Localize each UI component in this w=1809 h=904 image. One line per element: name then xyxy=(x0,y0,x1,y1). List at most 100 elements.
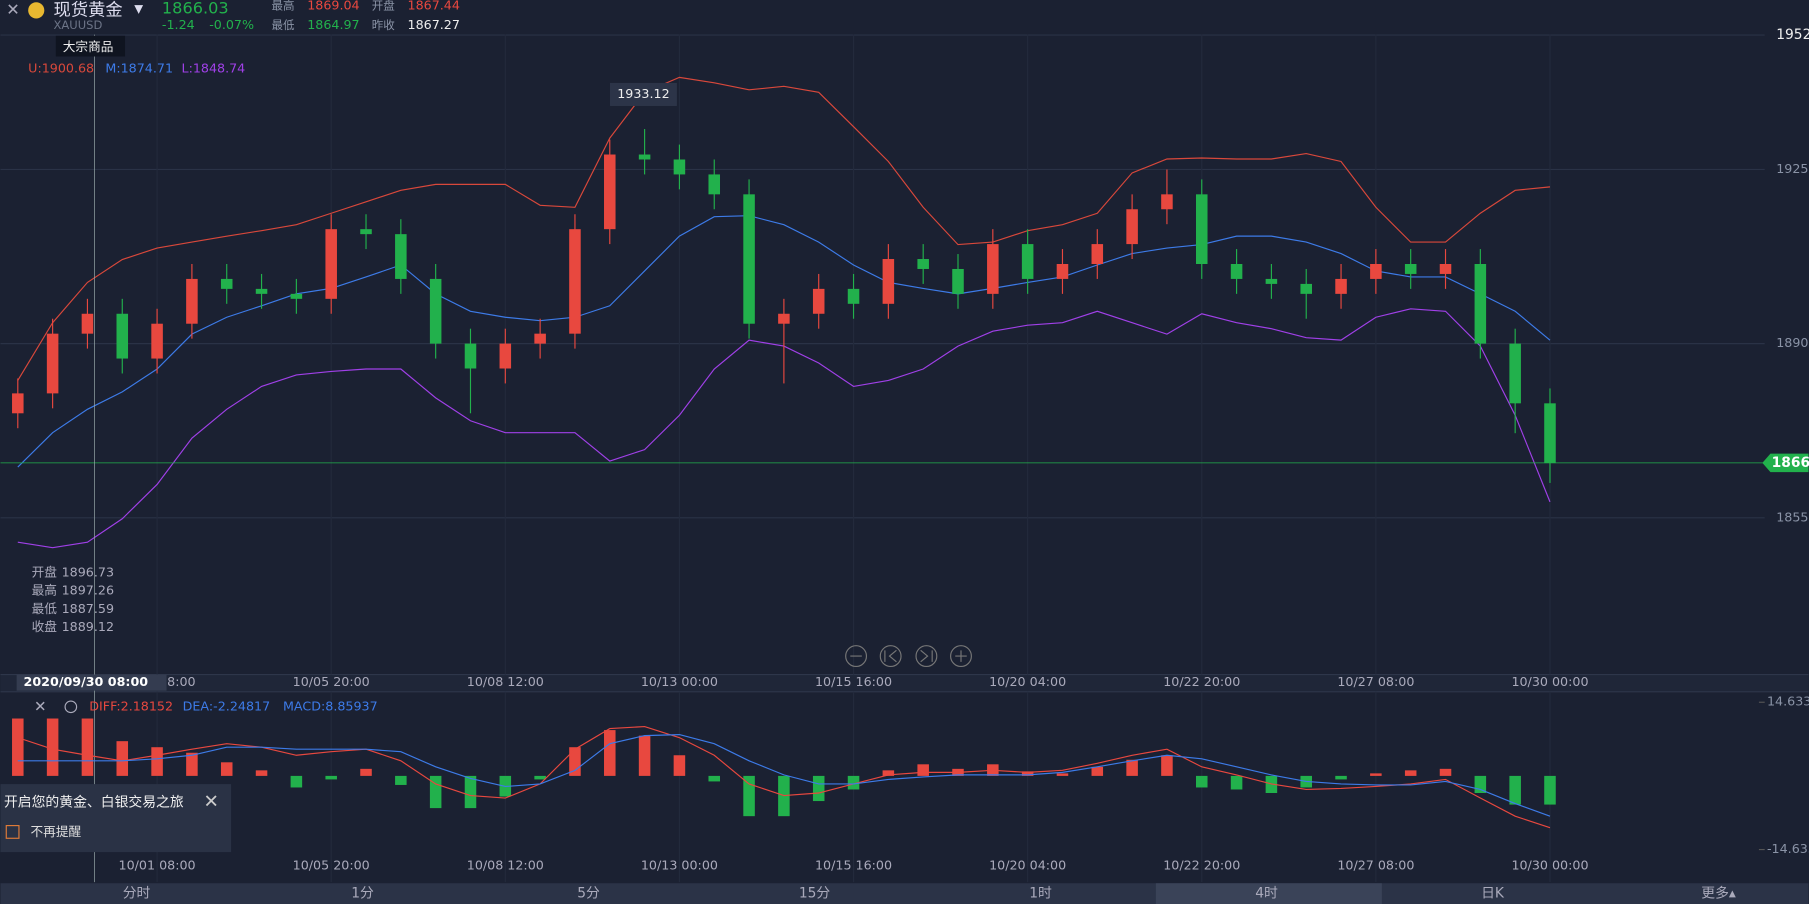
macd-bar xyxy=(917,764,929,776)
candle-body xyxy=(151,323,163,359)
x-tick-label: 10/08 12:00 xyxy=(467,674,544,689)
tab-selected xyxy=(1155,883,1382,904)
legend-entry: U:1900.68 xyxy=(28,61,94,76)
candle-body xyxy=(395,234,407,279)
close-icon[interactable]: ✕ xyxy=(6,0,20,19)
value: 1864.97 xyxy=(307,17,359,32)
macd-bar xyxy=(429,775,442,809)
macd-bar xyxy=(534,775,546,780)
candle-body xyxy=(743,194,755,324)
tab[interactable]: 更多▴ xyxy=(1701,885,1736,902)
macd-bar xyxy=(604,730,616,776)
candle-body xyxy=(882,259,895,304)
axis-band xyxy=(0,674,1809,692)
tab[interactable]: 日K xyxy=(1481,886,1505,902)
tab[interactable]: 4时 xyxy=(1255,886,1278,902)
candle-body xyxy=(1195,194,1208,264)
tooltip-value: 1889.12 xyxy=(62,619,114,634)
button-glyphs xyxy=(850,649,967,663)
tooltip: 开盘 1896.73 最高 1897.26 最低 1887.59 收盘 1889.12 xyxy=(32,565,114,634)
candle-body xyxy=(1335,278,1347,294)
badge-bg xyxy=(55,35,126,57)
macd-bar xyxy=(1474,775,1487,794)
y-tick-label: 1925.00 xyxy=(1776,161,1809,176)
dropdown-arrow[interactable]: ▼ xyxy=(134,2,143,16)
label: 开盘 xyxy=(372,0,395,12)
macd-bar xyxy=(290,775,303,788)
candle-body xyxy=(673,159,686,175)
legend-entry: M:1874.71 xyxy=(105,61,173,76)
candle-body xyxy=(46,333,59,394)
macd-bar xyxy=(638,735,651,776)
tooltip-value: 1897.26 xyxy=(62,583,114,598)
candle-body xyxy=(1509,343,1521,404)
x-tick-label: 10/22 20:00 xyxy=(1163,857,1240,872)
x-tick-label: 10/30 00:00 xyxy=(1511,857,1588,872)
macd-bar xyxy=(1056,773,1069,776)
settings-icon[interactable] xyxy=(64,700,78,714)
candle-body xyxy=(1091,244,1104,264)
x-tick-label: 10/22 20:00 xyxy=(1163,674,1240,689)
candle-body xyxy=(778,313,790,324)
candle-body xyxy=(1370,263,1382,279)
macd-bar xyxy=(1230,775,1243,790)
popup-close[interactable]: ✕ xyxy=(203,792,218,813)
candle-body xyxy=(569,229,581,334)
change-pct: -0.07% xyxy=(209,17,254,32)
legend-entry: DEA:-2.24817 xyxy=(183,698,270,713)
macd-bar xyxy=(708,775,721,782)
prev[interactable] xyxy=(879,645,902,668)
label: 昨收 xyxy=(372,18,396,32)
crosshair-label-bg xyxy=(16,674,167,691)
candle-body xyxy=(1126,209,1138,245)
macd-bar xyxy=(464,775,477,809)
candle-body xyxy=(952,268,964,294)
candle-body xyxy=(1474,263,1487,344)
tab[interactable]: 1时 xyxy=(1029,886,1052,902)
zoom-out[interactable] xyxy=(845,645,868,668)
zoom-in[interactable] xyxy=(950,645,972,668)
macd-bar xyxy=(255,770,268,776)
tab[interactable]: 分时 xyxy=(123,886,151,902)
price-tag-label: 1866.03 xyxy=(1772,455,1809,471)
next[interactable] xyxy=(915,645,938,668)
tab[interactable]: 5分 xyxy=(577,886,600,902)
macd-bar xyxy=(673,755,686,776)
tab[interactable]: 15分 xyxy=(799,886,831,902)
candle-body xyxy=(987,244,999,294)
x-tick-label: 10/08 12:00 xyxy=(467,857,544,872)
checkbox[interactable] xyxy=(5,825,20,839)
candle-body xyxy=(255,288,268,294)
tooltip-value: 1887.59 xyxy=(62,601,114,616)
max-label: 1933.12 xyxy=(617,86,669,101)
checkbox-label[interactable]: 不再提醒 xyxy=(30,824,81,839)
candle-body xyxy=(81,313,94,334)
candle-body xyxy=(1021,244,1034,279)
x-tick-label: 10/13 00:00 xyxy=(641,857,718,872)
macd-bar xyxy=(186,752,198,776)
macd-bar xyxy=(151,747,163,776)
legend-entry: MACD:8.85937 xyxy=(283,698,378,713)
candle-body xyxy=(186,278,198,324)
candle-body xyxy=(464,343,477,369)
instrument-name[interactable]: 现货黄金 xyxy=(54,0,123,20)
candle-body xyxy=(1056,263,1069,279)
macd-bar xyxy=(1404,770,1417,776)
macd-bar xyxy=(1021,771,1034,776)
y-tick-label: 1952.00 xyxy=(1776,27,1809,43)
macd-bar xyxy=(1195,775,1208,788)
popup xyxy=(0,784,232,853)
close-indicator[interactable]: ✕ xyxy=(34,697,47,715)
macd-bar xyxy=(46,718,59,776)
x-tick-label: 10/15 16:00 xyxy=(815,674,892,689)
x-tick-label: 10/20 04:00 xyxy=(989,857,1066,872)
x-tick-label: 10/15 16:00 xyxy=(815,857,892,872)
candle-body xyxy=(604,154,616,230)
tooltip-label: 收盘 xyxy=(32,619,58,634)
macd-line xyxy=(17,725,1551,829)
candle-body xyxy=(847,288,860,304)
tab[interactable]: 1分 xyxy=(351,886,374,902)
label: 最高 xyxy=(271,0,294,12)
